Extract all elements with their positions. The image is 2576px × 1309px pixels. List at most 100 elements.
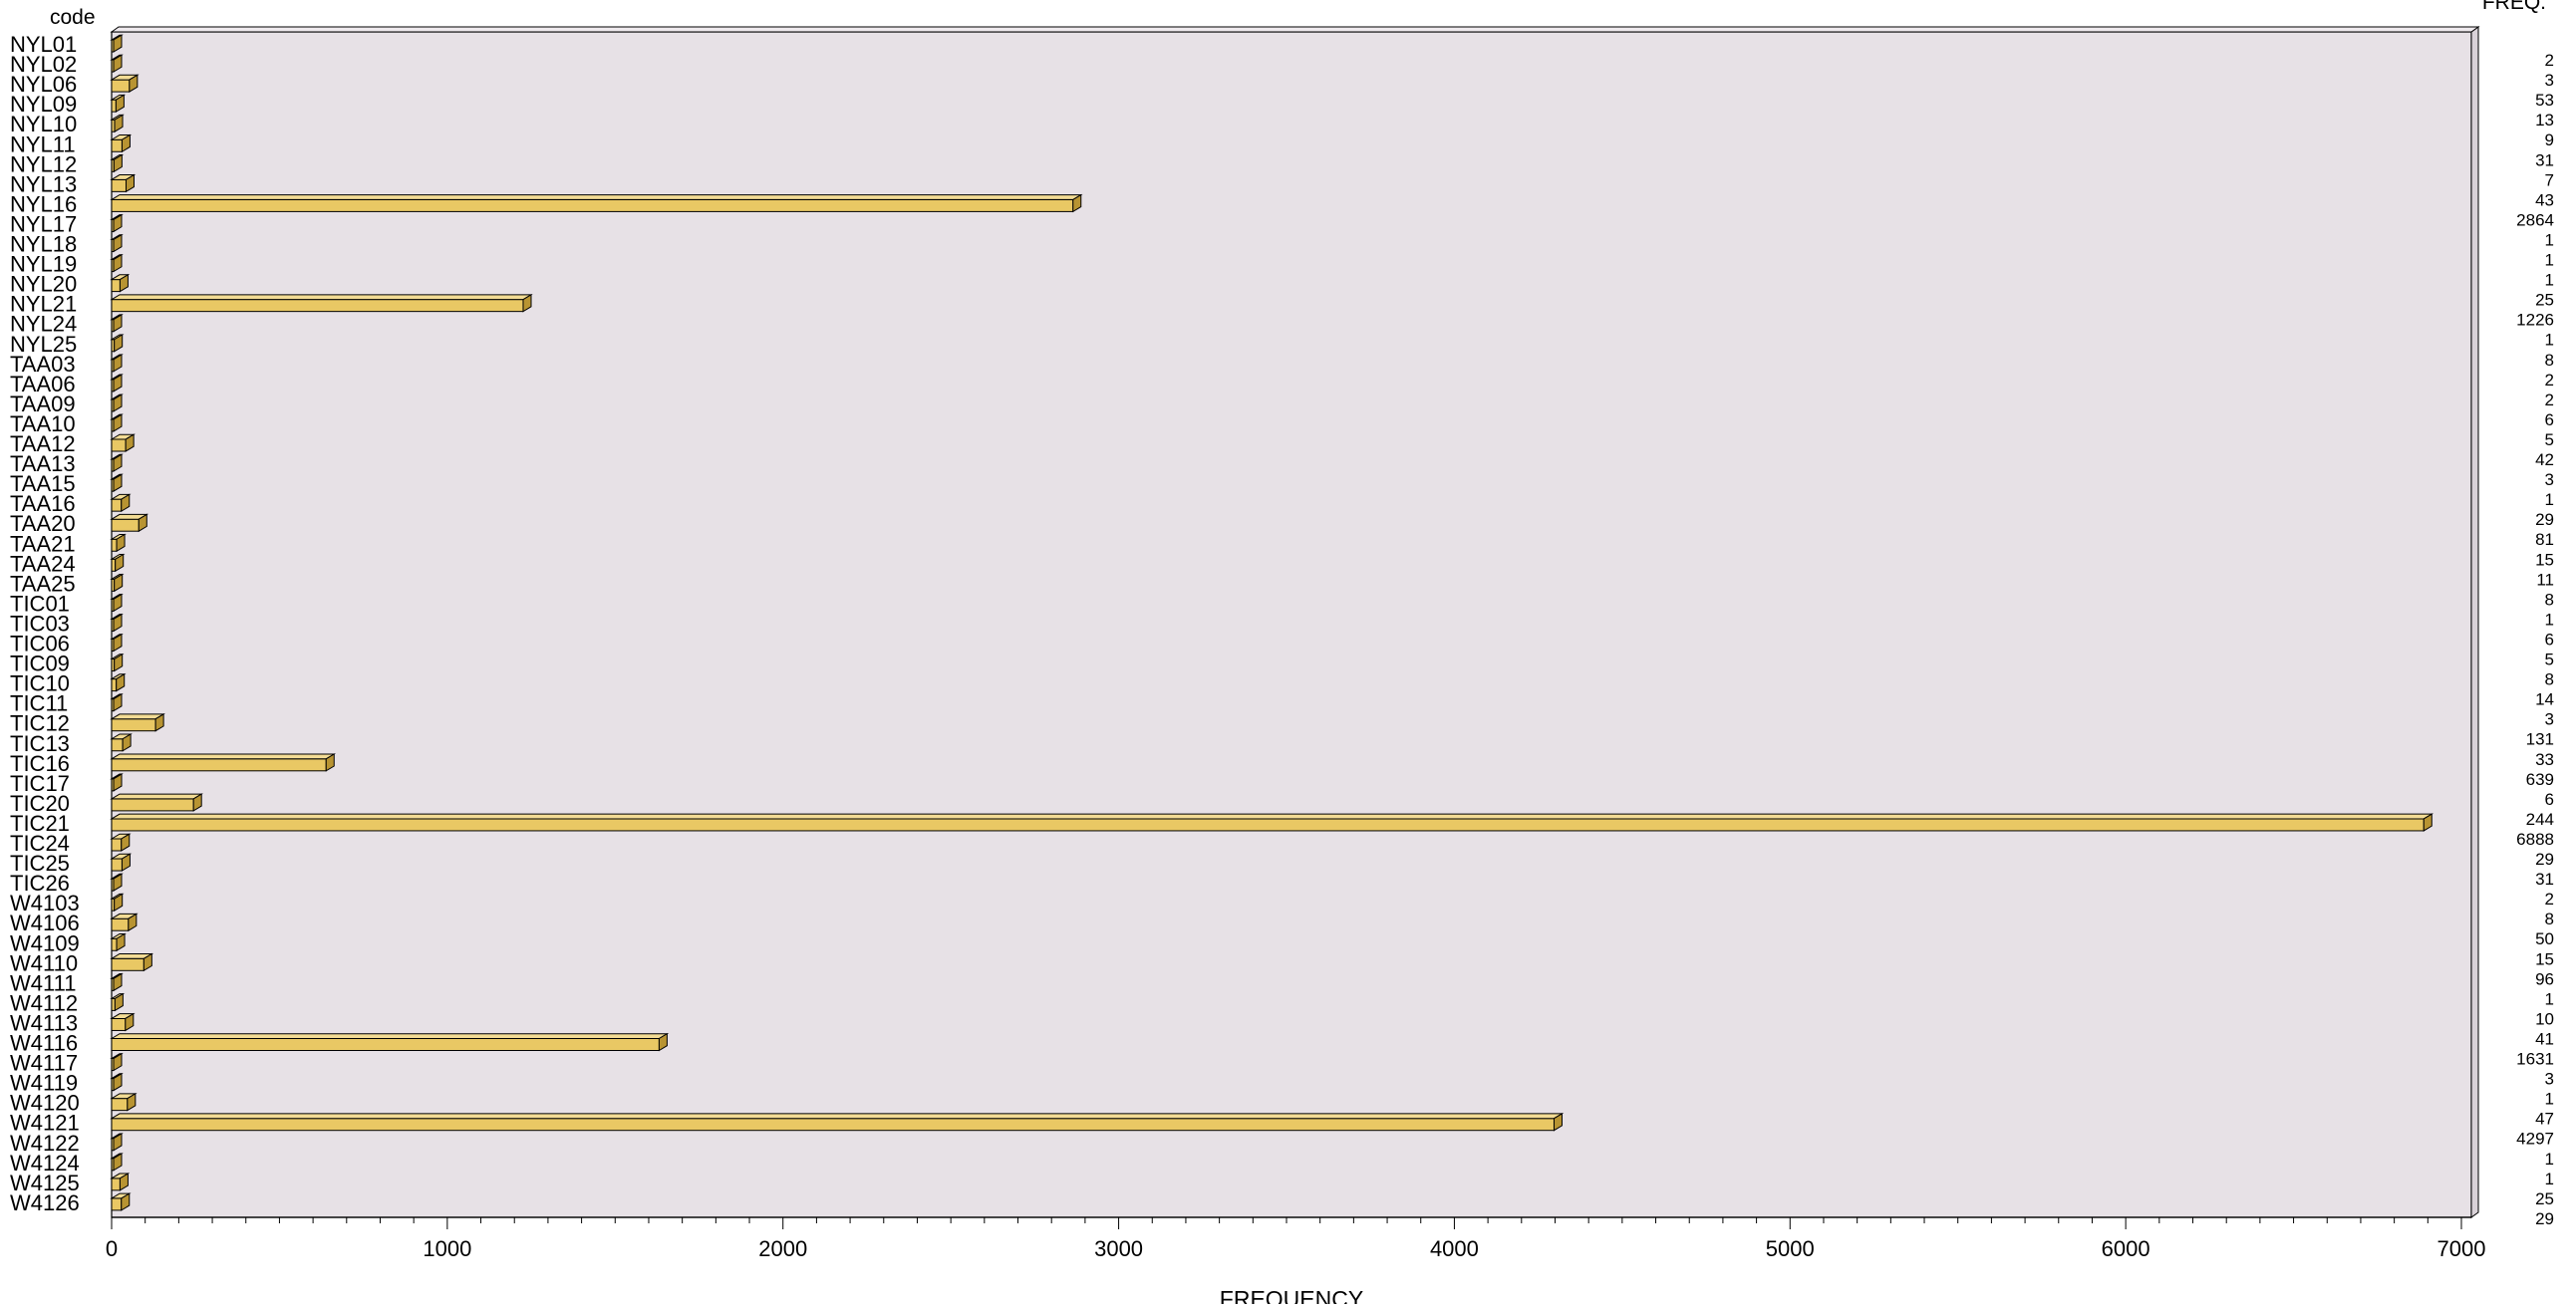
bar-side (113, 233, 123, 253)
bar-side (114, 114, 124, 133)
category-label: NYL06 (10, 72, 77, 97)
bar-W4126 (110, 1192, 132, 1211)
freq-label: 1 (2545, 251, 2554, 270)
category-label: NYL21 (10, 292, 77, 317)
category-label: TIC16 (10, 751, 70, 776)
freq-label: 1 (2545, 610, 2554, 629)
freq-label: 8 (2545, 351, 2554, 370)
bar-side (658, 1032, 668, 1052)
bar-side (113, 593, 123, 613)
bar-side (154, 713, 164, 732)
bar-TAA20 (110, 513, 149, 533)
category-label: W4119 (10, 1071, 78, 1096)
bar-NYL19 (110, 253, 124, 273)
freq-label: 1 (2545, 490, 2554, 509)
category-label: W4111 (10, 970, 76, 995)
freq-label: 25 (2535, 291, 2554, 310)
bar-side (114, 893, 124, 913)
bar-side (113, 873, 123, 892)
freq-label: 1 (2545, 230, 2554, 249)
bar-NYL25 (110, 334, 125, 353)
bar-side (113, 213, 123, 233)
freq-label: 33 (2535, 750, 2554, 769)
bar-top (110, 294, 533, 301)
freq-label: 81 (2535, 530, 2554, 549)
plot-right-wall (2470, 26, 2479, 1218)
bar-front (111, 818, 2425, 832)
bar-side (113, 54, 123, 73)
bar-TIC01 (110, 593, 124, 613)
bar-side (113, 253, 123, 273)
bar-side (113, 453, 123, 472)
category-label: TAA24 (10, 551, 76, 576)
freq-label: 41 (2535, 1029, 2554, 1048)
x-tick-label: 0 (106, 1236, 118, 1261)
bar-side (115, 553, 125, 573)
freq-label: 31 (2535, 870, 2554, 889)
bar-side (119, 273, 129, 293)
category-label: W4124 (10, 1151, 80, 1176)
bar-side (116, 533, 126, 553)
freq-label: 7 (2545, 170, 2554, 189)
category-label: NYL13 (10, 171, 77, 196)
bar-side (113, 473, 123, 492)
bar-top (110, 1033, 670, 1039)
freq-label: 11 (2536, 570, 2554, 589)
bar-side (125, 433, 135, 452)
bar-NYL06 (110, 74, 140, 93)
plot-top-wall (110, 26, 2480, 33)
freq-label: 2 (2545, 890, 2554, 909)
category-label: TIC09 (10, 652, 70, 676)
freq-column-header: FREQ. (2482, 0, 2546, 14)
bar-side (138, 513, 147, 533)
freq-label: 50 (2535, 929, 2554, 948)
category-label: TIC06 (10, 632, 70, 656)
x-tick-label: 2000 (758, 1236, 807, 1261)
category-label: W4109 (10, 930, 80, 955)
bar-front (111, 279, 121, 293)
bar-front (111, 858, 123, 872)
freq-label: 244 (2526, 810, 2554, 829)
x-tick-label: 7000 (2437, 1236, 2486, 1261)
bar-front (111, 1178, 121, 1191)
freq-label: 1 (2545, 271, 2554, 290)
x-tick-label: 5000 (1766, 1236, 1815, 1261)
category-label: W4112 (10, 990, 78, 1015)
bar-side (113, 314, 123, 333)
freq-label: 43 (2535, 190, 2554, 209)
bar-TIC17 (110, 773, 124, 792)
category-label: NYL19 (10, 252, 77, 277)
category-label: NYL09 (10, 92, 77, 117)
bar-W4116 (110, 1032, 670, 1052)
bar-TIC25 (110, 853, 133, 872)
category-label: W4116 (10, 1031, 78, 1056)
category-label: TIC11 (10, 691, 68, 716)
freq-label: 5 (2545, 651, 2554, 669)
bar-front (111, 738, 124, 752)
bar-side (113, 613, 123, 633)
category-label: TIC12 (10, 711, 70, 736)
bar-side (125, 1012, 135, 1032)
bar-TIC16 (110, 753, 337, 772)
bar-front (111, 997, 116, 1011)
bar-side (114, 653, 124, 672)
category-label: W4117 (10, 1051, 78, 1076)
bar-TIC21 (110, 813, 2434, 832)
bar-side (113, 633, 123, 653)
freq-label: 6 (2545, 410, 2554, 429)
freq-label: 1226 (2516, 311, 2554, 330)
bar-side (125, 173, 135, 193)
bar-top (110, 713, 165, 720)
bar-TAA15 (110, 473, 124, 492)
category-label: NYL16 (10, 191, 77, 216)
bar-side (121, 833, 131, 852)
bar-side (128, 913, 138, 932)
bar-side (113, 1072, 123, 1092)
category-label: W4110 (10, 950, 78, 975)
bar-front (111, 1038, 660, 1051)
bar-TAA24 (110, 553, 126, 573)
category-label: TAA13 (10, 451, 76, 476)
freq-label: 2 (2545, 371, 2554, 390)
